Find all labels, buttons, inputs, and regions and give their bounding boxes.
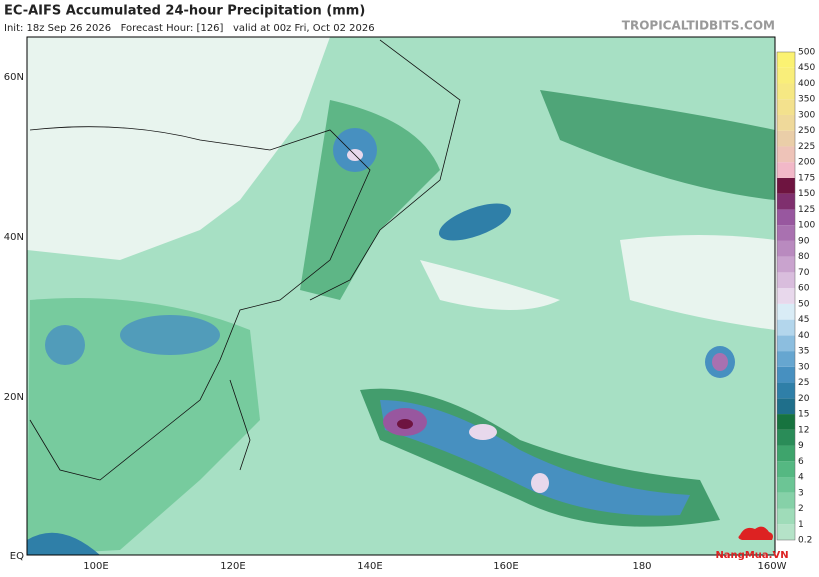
colorbar-swatch: [777, 524, 795, 540]
colorbar-label: 100: [798, 221, 815, 231]
lat-label: 20N: [4, 392, 24, 403]
colorbar-label: 15: [798, 410, 809, 420]
map-area: [26, 36, 776, 556]
logo: NangMua.VN: [715, 526, 789, 561]
colorbar-label: 50: [798, 299, 810, 309]
title: EC-AIFS Accumulated 24-hour Precipitatio…: [4, 4, 365, 19]
lon-label: 160E: [493, 561, 518, 572]
colorbar-swatch: [777, 382, 795, 399]
colorbar-label: 20: [798, 394, 810, 404]
lon-label: 100E: [83, 561, 108, 572]
colorbar-swatch: [777, 461, 795, 478]
colorbar-swatch: [777, 256, 795, 273]
colorbar-swatch: [777, 477, 795, 493]
colorbar-swatch: [777, 99, 795, 115]
colorbar-label: 225: [798, 142, 815, 152]
colorbar-swatch: [777, 492, 795, 509]
lon-label: 140E: [357, 561, 382, 572]
colorbar-label: 30: [798, 362, 810, 372]
colorbar: 0.21234691215202530354045506070809010012…: [776, 48, 815, 546]
colorbar-label: 2: [798, 504, 804, 514]
colorbar-swatch: [777, 209, 795, 226]
colorbar-swatch: [777, 335, 795, 352]
colorbar-swatch: [777, 225, 795, 241]
source-watermark: TROPICALTIDBITS.COM: [622, 19, 775, 33]
colorbar-label: 300: [798, 110, 815, 120]
colorbar-swatch: [777, 130, 795, 147]
colorbar-swatch: [777, 193, 795, 210]
colorbar-swatch: [777, 319, 795, 336]
colorbar-label: 175: [798, 173, 815, 183]
lat-label: 60N: [4, 72, 24, 83]
colorbar-swatch: [777, 303, 795, 320]
colorbar-label: 45: [798, 315, 809, 325]
colorbar-label: 125: [798, 205, 815, 215]
colorbar-swatch: [777, 162, 795, 178]
colorbar-label: 1: [798, 520, 804, 530]
colorbar-label: 90: [798, 236, 810, 246]
colorbar-swatch: [777, 398, 795, 415]
colorbar-swatch: [777, 366, 795, 383]
colorbar-label: 0.2: [798, 536, 812, 546]
colorbar-swatch: [777, 445, 795, 462]
colorbar-label: 200: [798, 158, 815, 168]
colorbar-swatch: [777, 351, 795, 367]
colorbar-label: 3: [798, 488, 804, 498]
colorbar-label: 4: [798, 473, 804, 483]
colorbar-swatch: [777, 414, 795, 430]
colorbar-label: 500: [798, 48, 815, 58]
colorbar-label: 350: [798, 95, 815, 105]
colorbar-label: 80: [798, 252, 810, 262]
colorbar-label: 9: [798, 441, 804, 451]
lat-label: 40N: [4, 232, 24, 243]
lon-label: 120E: [220, 561, 245, 572]
subtitle: Init: 18z Sep 26 2026 Forecast Hour: [12…: [4, 23, 375, 34]
colorbar-label: 12: [798, 425, 809, 435]
colorbar-label: 450: [798, 63, 815, 73]
colorbar-swatch: [777, 83, 795, 100]
colorbar-label: 250: [798, 126, 815, 136]
colorbar-swatch: [777, 429, 795, 446]
colorbar-swatch: [777, 52, 795, 68]
colorbar-swatch: [777, 177, 795, 194]
colorbar-label: 6: [798, 457, 804, 467]
colorbar-swatch: [777, 67, 795, 84]
lat-label: EQ: [10, 551, 24, 562]
lon-label: 160W: [758, 561, 787, 572]
colorbar-swatch: [777, 288, 795, 304]
colorbar-frame: [776, 51, 796, 541]
colorbar-swatch: [777, 272, 795, 289]
colorbar-swatch: [777, 508, 795, 525]
colorbar-label: 35: [798, 347, 809, 357]
logo-text: NangMua.VN: [715, 550, 788, 561]
colorbar-label: 40: [798, 331, 810, 341]
colorbar-label: 150: [798, 189, 815, 199]
colorbar-swatch: [777, 240, 795, 257]
colorbar-label: 400: [798, 79, 815, 89]
colorbar-label: 60: [798, 284, 810, 294]
colorbar-label: 70: [798, 268, 810, 278]
colorbar-swatch: [777, 146, 795, 163]
lon-label: 180: [632, 561, 651, 572]
colorbar-label: 25: [798, 378, 809, 388]
colorbar-swatch: [777, 114, 795, 131]
